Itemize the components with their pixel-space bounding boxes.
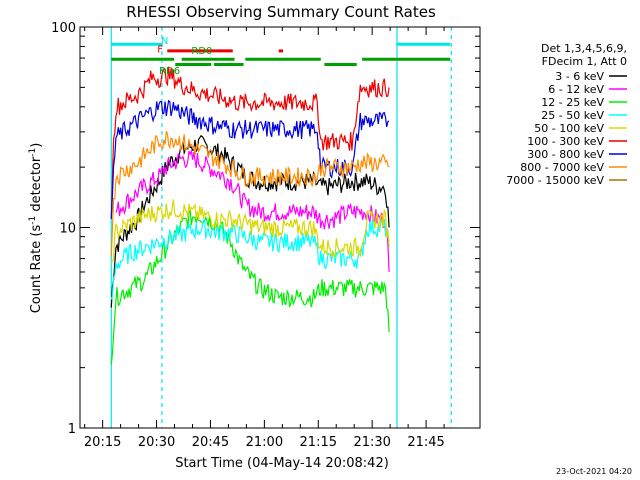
legend-label-5: 100 - 300 keV bbox=[527, 135, 604, 148]
flag-bars: NF RD0 RD6 bbox=[111, 36, 451, 77]
x-tick-label-5: 21:30 bbox=[353, 435, 390, 450]
flag-label-rd6: RD6 bbox=[159, 66, 180, 77]
y-axis-label-end: ) bbox=[29, 143, 44, 148]
y-axis-label-main: Count Rate (s bbox=[29, 225, 44, 314]
y-axis-label-sup1: -1 bbox=[28, 216, 38, 225]
legend-label-2: 12 - 25 keV bbox=[541, 96, 604, 109]
y-tick-label-2: 100 bbox=[51, 21, 76, 36]
x-tick-label-4: 21:15 bbox=[300, 435, 337, 450]
legend-label-6: 300 - 800 keV bbox=[527, 148, 604, 161]
x-axis-label: Start Time (04-May-14 20:08:42) bbox=[175, 456, 389, 471]
x-tick-label-3: 21:00 bbox=[246, 435, 283, 450]
y-axis-label-sup2: -1 bbox=[28, 148, 38, 157]
flag-label-f: F bbox=[157, 45, 163, 56]
x-tick-label-1: 20:30 bbox=[138, 435, 175, 450]
y-tick-label-1: 10 bbox=[59, 222, 76, 237]
chart-title: RHESSI Observing Summary Count Rates bbox=[126, 3, 436, 21]
series-line-4 bbox=[110, 199, 390, 264]
x-tick-label-6: 21:45 bbox=[407, 435, 444, 450]
x-tick-label-0: 20:15 bbox=[84, 435, 121, 450]
legend-label-1: 6 - 12 keV bbox=[548, 83, 604, 96]
series-line-6 bbox=[110, 99, 390, 220]
series-line-7 bbox=[110, 131, 390, 257]
y-tick-label-0: 1 bbox=[68, 422, 76, 437]
legend-label-7: 800 - 7000 keV bbox=[520, 161, 604, 174]
series-line-2 bbox=[110, 208, 390, 365]
flag-label-rd0: RD0 bbox=[191, 46, 212, 57]
legend: Det 1,3,4,5,6,9, FDecim 1, Att 0 3 - 6 k… bbox=[506, 42, 627, 187]
series-line-5 bbox=[110, 66, 390, 219]
datestamp: 23-Oct-2021 04:20 bbox=[556, 467, 632, 476]
legend-label-3: 25 - 50 keV bbox=[541, 109, 604, 122]
legend-label-8: 7000 - 15000 keV bbox=[506, 174, 604, 187]
flag-label-n: N bbox=[161, 36, 168, 47]
x-tick-label-2: 20:45 bbox=[192, 435, 229, 450]
y-axis-label-mid: detector bbox=[29, 156, 44, 216]
y-axis-ticks: 1 10 100 bbox=[51, 21, 480, 437]
legend-title-line2: FDecim 1, Att 0 bbox=[542, 55, 627, 68]
y-axis-label: Count Rate (s-1 detector-1) bbox=[28, 143, 44, 314]
legend-label-4: 50 - 100 keV bbox=[534, 122, 604, 135]
legend-label-0: 3 - 6 keV bbox=[555, 70, 604, 83]
x-axis-ticks: 20:15 20:30 20:45 21:00 21:15 21:30 21:45 bbox=[84, 27, 445, 450]
series-line-1 bbox=[115, 148, 390, 273]
series-layer bbox=[110, 66, 390, 365]
legend-title-line1: Det 1,3,4,5,6,9, bbox=[541, 42, 627, 55]
series-line-3 bbox=[110, 218, 390, 300]
